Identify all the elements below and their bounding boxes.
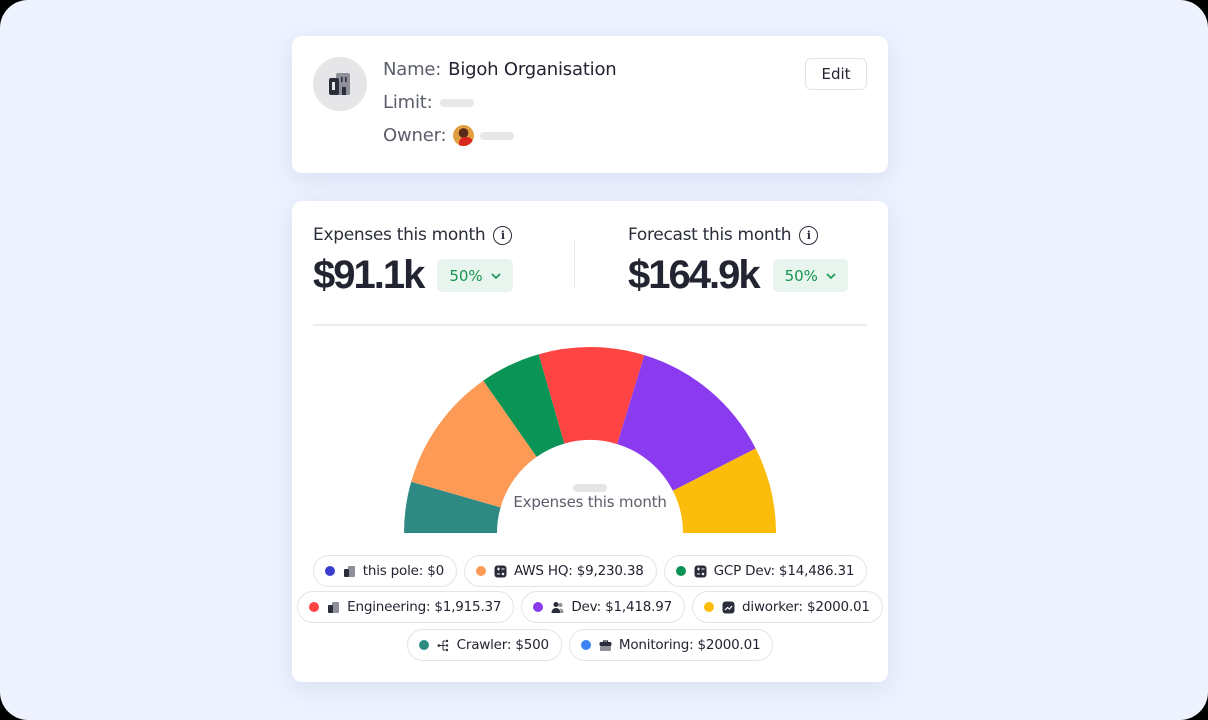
- legend-chip-this-pole[interactable]: this pole: $0: [312, 555, 457, 587]
- calculator-icon: [494, 565, 507, 577]
- organisation-avatar: [313, 57, 367, 111]
- users-icon: [551, 601, 564, 613]
- org-name-value: Bigoh Organisation: [448, 59, 617, 80]
- gauge-value-placeholder: [573, 484, 607, 492]
- legend-row: Engineering: $1,915.37 Dev: $1,418.97 di…: [292, 591, 888, 623]
- legend-chip-engineering[interactable]: Engineering: $1,915.37: [297, 591, 515, 623]
- gauge-segment-crawler[interactable]: [404, 481, 501, 533]
- org-owner-label: Owner:: [383, 125, 447, 146]
- legend-color-dot: [675, 566, 686, 576]
- legend-color-dot: [309, 602, 320, 612]
- expenses-title: Expenses this month: [313, 225, 486, 245]
- building-icon: [329, 73, 350, 95]
- legend-row: Crawler: $500 Monitoring: $2000.01: [292, 629, 888, 661]
- gauge-segment-gcp-dev[interactable]: [483, 354, 565, 457]
- legend-color-dot: [704, 602, 715, 612]
- org-limit-label: Limit:: [383, 92, 433, 113]
- legend-label: AWS HQ: $9,230.38: [513, 563, 644, 579]
- gauge-segment-aws-hq[interactable]: [411, 380, 537, 508]
- chevron-down-icon: [491, 272, 501, 279]
- gauge-segment-dev[interactable]: [617, 355, 756, 491]
- gauge-center-label: Expenses this month: [513, 493, 667, 511]
- legend-color-dot: [418, 640, 429, 650]
- legend-color-dot: [533, 602, 544, 612]
- legend-label: Monitoring: $2000.01: [618, 637, 761, 653]
- forecast-metric: Forecast this month i $164.9k 50%: [628, 225, 848, 298]
- legend-chip-diworker[interactable]: diworker: $2000.01: [692, 591, 883, 623]
- info-icon[interactable]: i: [493, 225, 513, 245]
- legend-color-dot: [324, 566, 335, 576]
- chevron-down-icon: [826, 272, 836, 279]
- org-name-label: Name:: [383, 59, 442, 80]
- legend-chip-aws-hq[interactable]: AWS HQ: $9,230.38: [463, 555, 657, 587]
- legend-label: Engineering: $1,915.37: [347, 599, 502, 615]
- legend-label: Dev: $1,418.97: [571, 599, 673, 615]
- chart-icon: [722, 601, 735, 613]
- owner-avatar: [453, 125, 475, 146]
- metric-divider: [574, 240, 575, 288]
- owner-name-placeholder: [480, 131, 515, 140]
- legend-chip-crawler[interactable]: Crawler: $500: [406, 629, 562, 661]
- forecast-value: $164.9k: [628, 253, 761, 297]
- org-name-row: Name: Bigoh Organisation: [383, 59, 617, 80]
- org-limit-row: Limit:: [383, 92, 474, 113]
- hierarchy-icon: [437, 639, 448, 651]
- legend-label: this pole: $0: [362, 563, 444, 579]
- legend-label: GCP Dev: $14,486.31: [713, 563, 855, 579]
- gauge-segment-diworker[interactable]: [672, 448, 776, 533]
- org-owner-row: Owner:: [383, 125, 515, 146]
- forecast-title: Forecast this month: [628, 225, 792, 245]
- legend-chip-dev[interactable]: Dev: $1,418.97: [521, 591, 686, 623]
- organisation-card: Name: Bigoh Organisation Limit: Owner: E…: [292, 36, 888, 173]
- expenses-percent-badge[interactable]: 50%: [437, 259, 513, 292]
- building-icon: [328, 601, 340, 613]
- legend-chip-gcp-dev[interactable]: GCP Dev: $14,486.31: [663, 555, 868, 587]
- legend-color-dot: [475, 566, 486, 576]
- expenses-metric: Expenses this month i $91.1k 50%: [313, 225, 513, 298]
- building-icon: [343, 565, 355, 577]
- expenses-percent-text: 50%: [449, 266, 483, 285]
- forecast-percent-badge[interactable]: 50%: [772, 259, 848, 292]
- legend-chip-monitoring[interactable]: Monitoring: $2000.01: [568, 629, 774, 661]
- legend-color-dot: [580, 640, 591, 650]
- briefcase-icon: [599, 639, 612, 651]
- gauge-segment-engineering[interactable]: [538, 347, 645, 445]
- legend-label: diworker: $2000.01: [742, 599, 870, 615]
- expenses-value: $91.1k: [313, 253, 425, 297]
- calculator-icon: [694, 565, 707, 577]
- expenses-gauge-chart: [404, 347, 776, 533]
- legend-row: this pole: $0 AWS HQ: $9,230.38 GCP Dev:…: [292, 555, 888, 587]
- legend-label: Crawler: $500: [456, 637, 549, 653]
- forecast-percent-text: 50%: [784, 266, 818, 285]
- limit-value-placeholder: [439, 98, 474, 107]
- expenses-card: Expenses this month i $91.1k 50% Forecas…: [292, 201, 888, 682]
- info-icon[interactable]: i: [799, 225, 819, 245]
- section-divider: [313, 324, 867, 326]
- edit-button[interactable]: Edit: [805, 58, 867, 90]
